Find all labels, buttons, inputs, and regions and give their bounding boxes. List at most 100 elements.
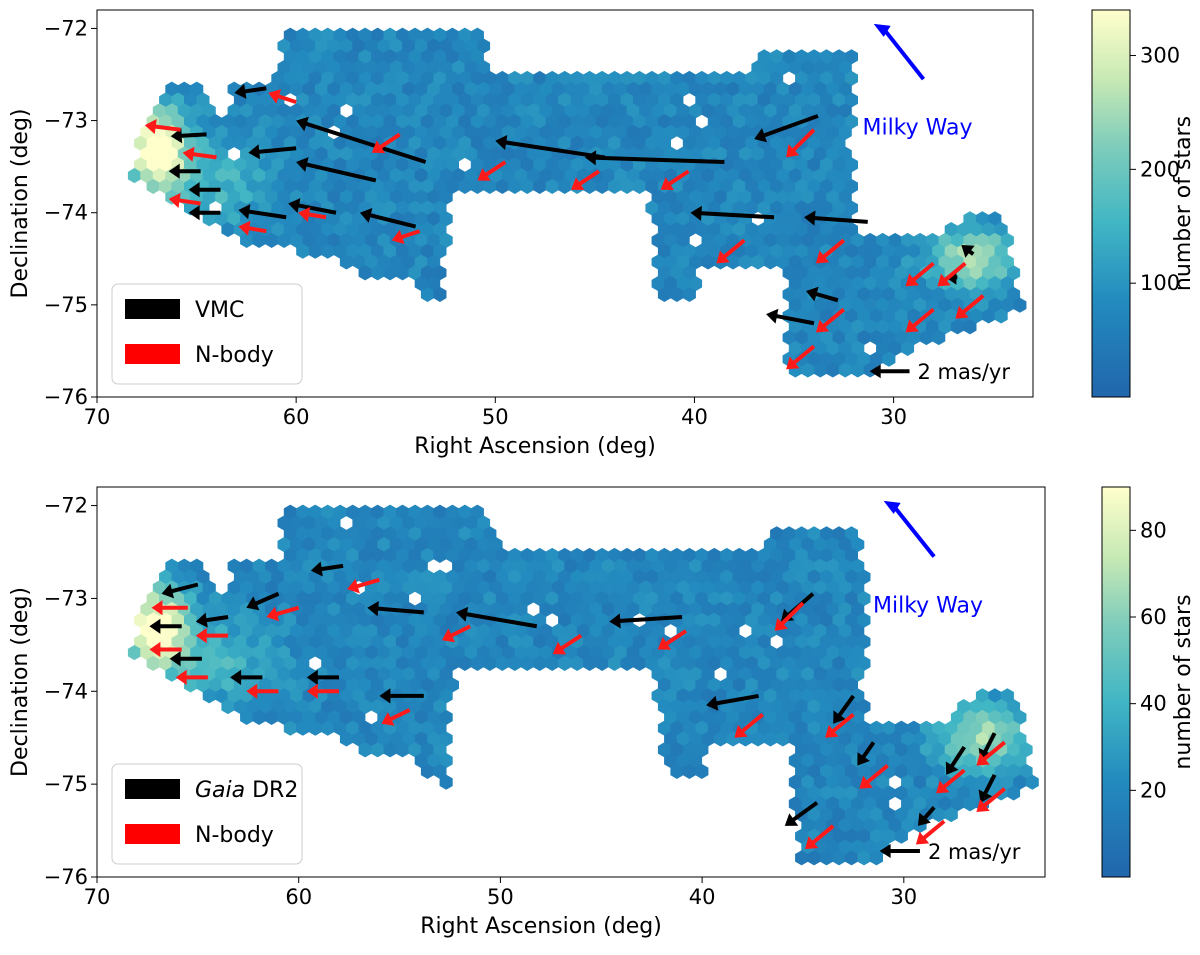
hexbin-cell (994, 308, 1008, 324)
model-pm-arrow (905, 307, 935, 333)
model-pm-arrow (955, 294, 985, 319)
model-pm-arrow (905, 261, 935, 287)
axes-frame (96, 486, 1046, 878)
model-pm-arrow (266, 605, 300, 622)
observed-pm-arrow (804, 210, 868, 226)
observed-pm-arrow (296, 157, 377, 183)
x-axis-label: Right Ascension (deg) (420, 914, 662, 939)
model-pm-arrow (976, 740, 1006, 766)
milky-way-arrow (892, 504, 936, 558)
scale-arrow-label: 2 mas/yr (928, 840, 1021, 864)
model-pm-arrow (825, 713, 855, 738)
model-pm-arrow (657, 629, 688, 650)
model-pm-arrow (786, 344, 816, 370)
panel-bottom: 70 60 50 40 30 −72 −73 −74 −75 −76 Right Ascension… (8, 486, 1196, 939)
scale-arrowhead (879, 844, 891, 858)
observed-pm-arrow (188, 205, 221, 221)
y-tick-label: −73 (44, 109, 88, 133)
hexbin-cell (1007, 785, 1021, 801)
hexbin-cell (963, 319, 977, 335)
hexbin-cell (882, 351, 896, 367)
legend-label: N-body (195, 823, 274, 848)
legend-swatch (125, 824, 180, 844)
observed-pm-arrow (161, 582, 199, 599)
observed-pm-arrow (379, 688, 424, 704)
observed-pm-arrow (754, 114, 819, 143)
colorbar-label: number of stars (1171, 116, 1196, 291)
legend-swatch (125, 779, 180, 799)
milky-way-arrow (882, 27, 926, 81)
model-pm-arrow (149, 641, 182, 658)
model-pm-arrow (268, 89, 297, 104)
hexbin-cell (433, 286, 447, 302)
observed-pm-arrow (296, 116, 427, 164)
model-pm-arrow (805, 824, 835, 850)
observed-pm-arrow (230, 669, 263, 685)
legend-swatch (125, 344, 180, 364)
y-tick-label: −74 (44, 679, 88, 703)
observed-pm-arrow (495, 135, 606, 160)
observed-pm-arrow (978, 732, 997, 761)
observed-pm-arrow (288, 198, 337, 215)
observed-pm-arrow (170, 128, 207, 144)
model-pm-arrow (168, 192, 201, 208)
model-pm-arrow (151, 600, 188, 616)
y-tick-label: −72 (44, 494, 88, 518)
hexbin-cell (944, 807, 958, 823)
hexbin-cell (869, 850, 884, 866)
model-pm-arrow (734, 713, 764, 738)
legend-label: N-body (195, 343, 274, 368)
observed-pm-arrow (978, 774, 997, 803)
observed-pm-arrow (806, 286, 839, 303)
observed-pm-arrow (784, 801, 819, 826)
panel-top: 70 60 50 40 30 −72 −73 −74 −75 −76 Right Ascension… (8, 9, 1196, 459)
colorbar-tick-label: 200 (1140, 157, 1180, 181)
hexbin-cell (695, 763, 709, 779)
model-pm-arrow (859, 764, 889, 789)
y-axis-label: Declination (deg) (8, 587, 33, 777)
model-pm-arrow (381, 708, 411, 726)
colorbar-tick-label: 40 (1140, 692, 1167, 716)
colorbar-tick-label: 100 (1140, 271, 1180, 295)
hexbin-cell (894, 828, 908, 844)
observed-pm-arrow (584, 150, 725, 166)
model-pm-arrow (144, 119, 181, 135)
model-pm-arrow (552, 633, 583, 655)
model-pm-arrow (477, 160, 507, 181)
observed-pm-arrow (168, 163, 201, 179)
scale-arrowhead (869, 364, 881, 379)
model-pm-arrow (937, 261, 967, 287)
milky-way-arrowhead (883, 500, 901, 514)
observed-pm-arrow (195, 612, 229, 628)
model-pm-arrow (195, 628, 229, 644)
x-tick-label: 70 (84, 405, 111, 429)
legend: VMC N-body (111, 283, 303, 385)
hexbin-cell (1025, 774, 1039, 790)
x-tick-label: 30 (880, 405, 907, 429)
model-pm-arrow (238, 220, 267, 236)
observed-pm-arrow (310, 561, 344, 577)
y-axis-label: Declination (deg) (8, 109, 33, 299)
colorbar-tick-label: 80 (1140, 518, 1167, 542)
observed-pm-arrow (833, 694, 855, 724)
legend: Gaia DR2 N-body (111, 763, 303, 865)
y-tick-label: −76 (44, 385, 88, 409)
model-pm-arrow (175, 669, 208, 685)
model-pm-arrow (660, 169, 690, 190)
observed-pm-arrow (690, 205, 775, 221)
x-tick-label: 50 (482, 405, 509, 429)
axes-frame (96, 9, 1034, 398)
hexbin-cell (1013, 297, 1027, 313)
model-pm-arrow (716, 238, 746, 264)
model-pm-arrow (441, 624, 471, 643)
observed-pm-arrow (188, 182, 221, 198)
model-pm-arrow (182, 146, 217, 162)
observed-pm-arrow (609, 613, 683, 629)
x-tick-label: 40 (689, 885, 716, 909)
model-pm-arrow (774, 601, 805, 631)
observed-pm-arrow (456, 606, 538, 629)
model-pm-arrow (298, 207, 327, 222)
colorbar-tick-label: 20 (1140, 778, 1167, 802)
observed-pm-arrow (766, 308, 815, 326)
